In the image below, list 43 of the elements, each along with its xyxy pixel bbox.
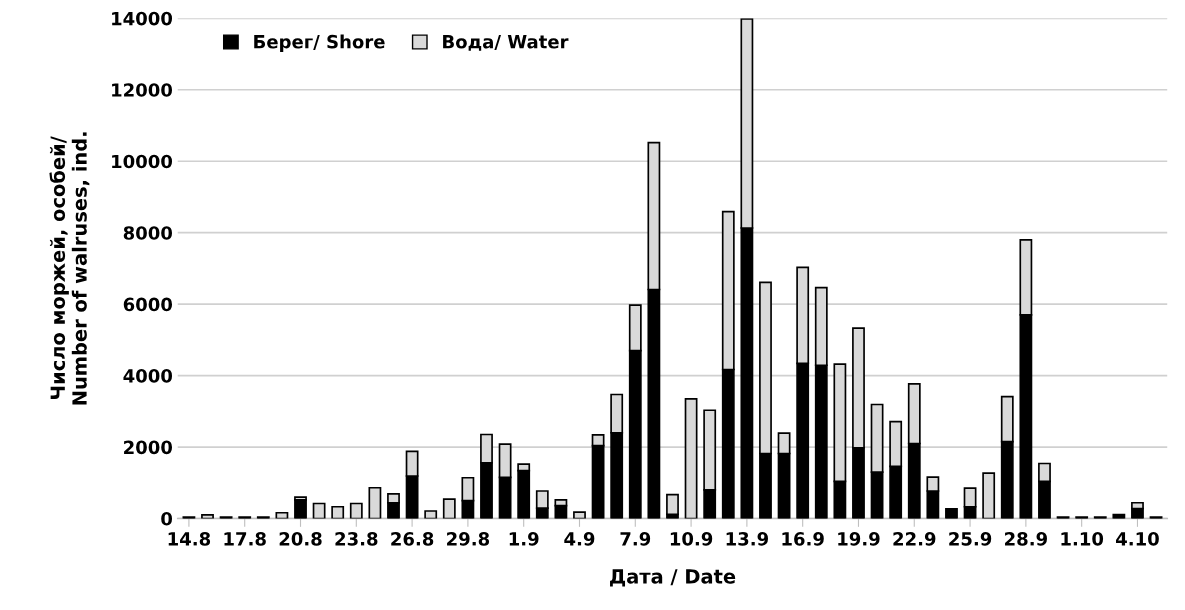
y-tick-label: 6000 bbox=[123, 297, 173, 312]
x-tick-label: 13.9 bbox=[726, 532, 768, 546]
bar bbox=[331, 505, 345, 519]
x-tick-label: 10.9 bbox=[670, 532, 713, 546]
y-axis-title: Число моржей, особей/ Number of walruses, ind. bbox=[49, 132, 90, 405]
bar bbox=[201, 514, 214, 519]
y-tick-label: 2000 bbox=[124, 440, 173, 455]
bar bbox=[945, 508, 958, 519]
y-tick-label: 12000 bbox=[112, 83, 173, 97]
x-tick-label: 1.10 bbox=[1061, 532, 1104, 546]
x-tick-label: 23.8 bbox=[335, 532, 378, 546]
x-axis-title: Дата / Date bbox=[610, 569, 736, 587]
x-tick-label: 28.9 bbox=[1005, 532, 1047, 546]
y-tick-label: 14000 bbox=[112, 11, 173, 26]
legend-label: Берег/ Shore bbox=[254, 34, 385, 53]
bar bbox=[368, 486, 382, 519]
bar bbox=[442, 498, 456, 519]
bar bbox=[573, 511, 586, 519]
y-tick-label: 10000 bbox=[112, 154, 173, 169]
y-tick-label: 8000 bbox=[123, 226, 173, 240]
bar bbox=[982, 472, 996, 519]
x-tick-label: 25.9 bbox=[949, 532, 992, 546]
x-tick-label: 16.9 bbox=[782, 532, 824, 546]
x-tick-label: 22.9 bbox=[893, 532, 936, 546]
bar bbox=[424, 510, 438, 519]
x-tick-label: 1.9 bbox=[509, 532, 539, 546]
bar bbox=[294, 499, 307, 519]
x-tick-label: 19.9 bbox=[838, 532, 880, 546]
y-tick-label: 4000 bbox=[123, 369, 173, 383]
y-tick-label: 0 bbox=[161, 511, 173, 526]
bar bbox=[275, 511, 289, 519]
x-tick-label: 7.9 bbox=[620, 532, 651, 546]
bar bbox=[666, 493, 679, 516]
bar bbox=[349, 502, 363, 519]
x-tick-label: 4.10 bbox=[1116, 532, 1159, 546]
x-tick-label: 17.8 bbox=[224, 532, 266, 546]
x-tick-label: 26.8 bbox=[391, 532, 434, 546]
x-tick-label: 20.8 bbox=[279, 532, 322, 546]
x-tick-label: 4.9 bbox=[564, 532, 595, 546]
bar bbox=[312, 502, 326, 519]
x-tick-label: 29.8 bbox=[447, 532, 490, 546]
x-tick-label: 14.8 bbox=[168, 532, 211, 546]
legend-label: Вода/ Water bbox=[443, 35, 569, 51]
